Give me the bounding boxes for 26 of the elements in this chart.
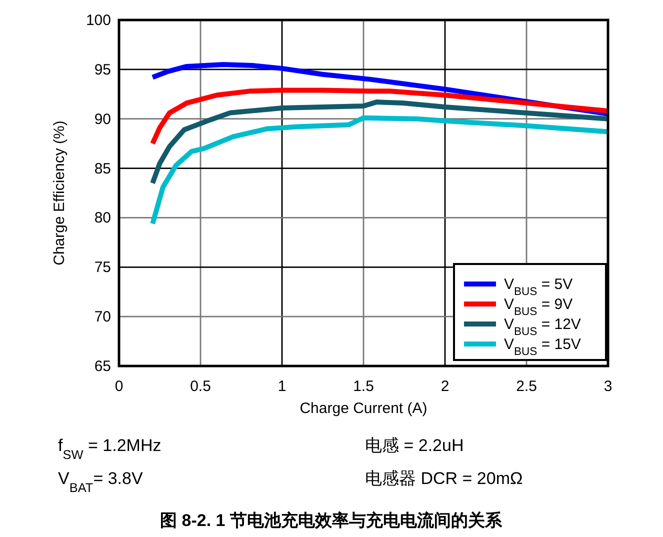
text: V$_{BAT}$= 3.8V	[58, 469, 144, 494]
x-tick-label: 3	[604, 378, 612, 395]
legend-label: V$_{BUS}$ = 9V	[504, 296, 573, 318]
y-tick-label: 70	[94, 308, 111, 326]
legend-label: V$_{BUS}$ = 15V	[504, 336, 581, 358]
x-tick-label: 1	[278, 378, 286, 395]
y-tick-label: 90	[94, 110, 111, 128]
y-tick-label: 100	[86, 12, 111, 29]
y-tick-label: 85	[94, 160, 111, 178]
legend-label: V$_{BUS}$ = 12V	[504, 316, 581, 338]
text: f$_{SW}$ = 1.2MHz	[58, 436, 162, 462]
x-tick-label: 1.5	[353, 378, 374, 395]
x-tick-label: 2	[440, 378, 450, 395]
y-tick-label: 65	[94, 358, 111, 375]
legend-label: V$_{BUS}$ = 5V	[504, 276, 573, 298]
y-axis-title: Charge Efficiency (%)	[51, 120, 68, 266]
x-tick-label: 2.5	[516, 378, 537, 395]
y-tick-label: 80	[94, 210, 111, 227]
x-axis-title: Charge Current (A)	[300, 400, 428, 417]
y-tick-label: 95	[94, 61, 111, 78]
y-tick-label: 75	[94, 259, 111, 276]
x-tick-label: 0.5	[190, 378, 211, 395]
text: 电感 = 2.2uH	[365, 436, 464, 455]
text: 电感器 DCR = 20mΩ	[365, 469, 523, 488]
text: 图 8-2. 1 节电池充电效率与充电电流间的关系	[160, 511, 503, 530]
x-tick-label: 0	[114, 378, 124, 395]
